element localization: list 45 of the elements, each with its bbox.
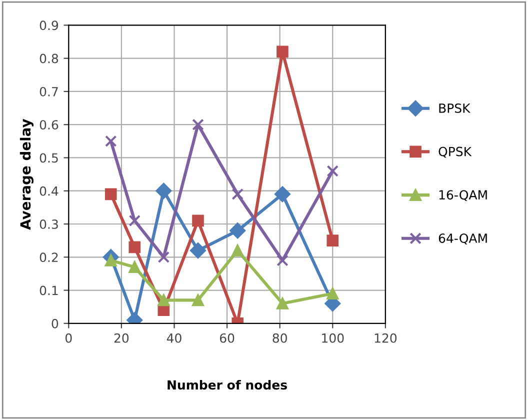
point bbox=[326, 165, 339, 177]
point bbox=[192, 214, 204, 227]
legend-label: BPSK bbox=[439, 103, 471, 113]
x-tick-label: 0 bbox=[65, 333, 72, 343]
legend-label: 64-QAM bbox=[438, 233, 487, 244]
point bbox=[104, 135, 117, 148]
y-tick-label: 0.1 bbox=[40, 286, 58, 296]
x-tick-label: 80 bbox=[272, 333, 287, 343]
y-tick-label: 0.9 bbox=[40, 20, 58, 30]
legend-label: QPSK bbox=[438, 146, 472, 158]
x-tick-label: 100 bbox=[322, 333, 344, 343]
y-tick-label: 0.2 bbox=[40, 252, 58, 262]
point bbox=[128, 214, 141, 227]
y-axis-title: Average delay bbox=[20, 118, 34, 230]
point bbox=[192, 118, 204, 131]
point bbox=[276, 298, 288, 310]
legend-label: 16-QAM bbox=[439, 190, 487, 202]
x-tick-label: 40 bbox=[166, 333, 182, 343]
point bbox=[192, 294, 204, 306]
y-tick-label: 0.7 bbox=[40, 86, 58, 96]
point bbox=[104, 188, 117, 200]
x-tick-label: 20 bbox=[114, 333, 129, 343]
point bbox=[276, 254, 288, 266]
x-tick-label: 120 bbox=[374, 333, 397, 343]
x-axis-title: Number of nodes bbox=[168, 380, 287, 390]
point bbox=[158, 294, 170, 306]
y-tick-label: 0 bbox=[52, 318, 58, 328]
y-tick-label: 0.8 bbox=[40, 54, 58, 64]
point bbox=[158, 251, 170, 264]
point bbox=[232, 244, 244, 256]
point bbox=[326, 234, 339, 246]
point bbox=[232, 188, 244, 200]
point bbox=[230, 222, 246, 239]
point bbox=[274, 186, 290, 202]
point bbox=[128, 241, 141, 254]
y-tick-label: 0.6 bbox=[40, 120, 58, 130]
y-tick-label: 0.3 bbox=[40, 219, 58, 229]
point bbox=[156, 182, 172, 199]
x-tick-label: 60 bbox=[220, 333, 234, 343]
point bbox=[326, 288, 339, 300]
point bbox=[276, 46, 288, 58]
y-tick-label: 0.5 bbox=[40, 153, 58, 163]
y-tick-label: 0.4 bbox=[40, 186, 58, 196]
point bbox=[128, 261, 141, 273]
point bbox=[190, 242, 206, 258]
